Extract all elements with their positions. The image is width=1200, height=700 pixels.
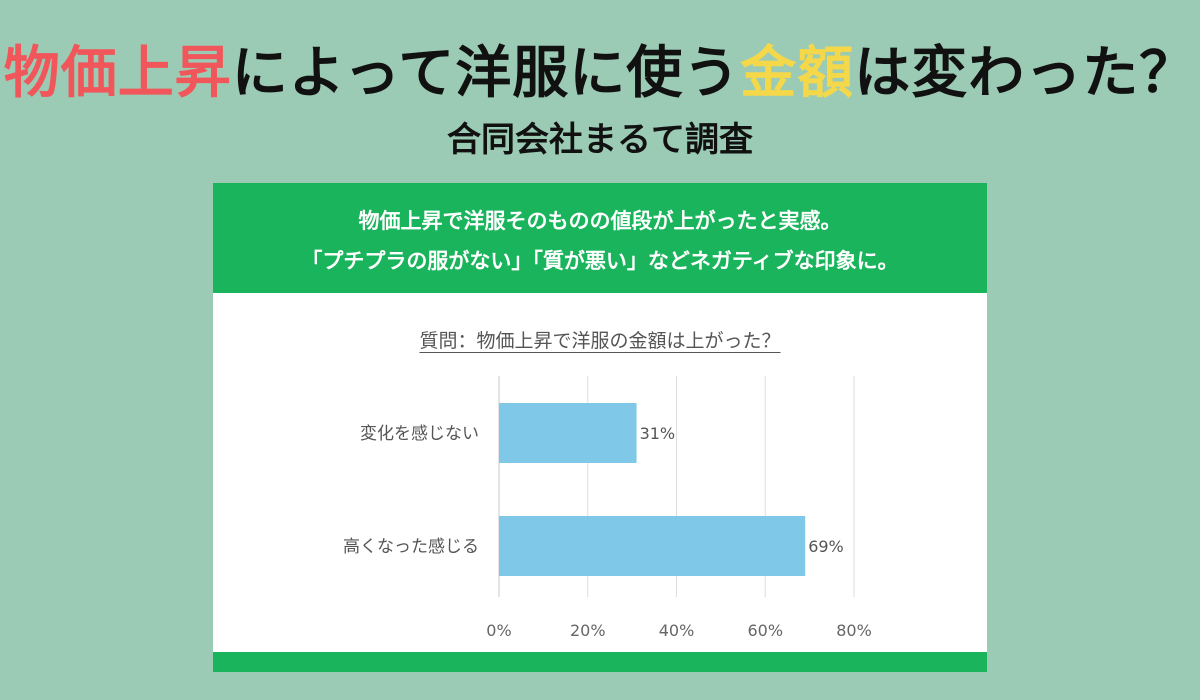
category-label: 変化を感じない (360, 424, 479, 444)
banner-line-2: 「プチプラの服がない」「質が悪い」などネガティブな印象に。 (301, 249, 899, 273)
headline: 物価上昇によって洋服に使う金額は変わった？ (0, 28, 1200, 109)
headline-part-3: 金額 (740, 41, 855, 106)
data-label: 69% (808, 537, 844, 556)
x-tick-label: 60% (747, 621, 783, 640)
x-tick-label: 20% (570, 621, 606, 640)
category-label: 高くなった感じる (343, 537, 479, 557)
summary-banner: 物価上昇で洋服そのものの値段が上がったと実感。 「プチプラの服がない」「質が悪い… (213, 183, 987, 293)
bar-1 (499, 516, 806, 576)
bar-0 (499, 403, 637, 463)
survey-card: 物価上昇で洋服そのものの値段が上がったと実感。 「プチプラの服がない」「質が悪い… (213, 183, 987, 672)
bars (499, 403, 806, 576)
subtitle: 合同会社まるて調査 (447, 120, 753, 160)
chart-title-text: 質問：物価上昇で洋服の金額は上がった？ (419, 330, 781, 352)
data-label: 31% (640, 424, 676, 443)
labels: 0% 20% 40% 60% 80% 変化を感じない 31% 高くなった感じる 69% (343, 424, 872, 640)
headline-part-4: は変わった？ (854, 41, 1197, 106)
headline-part-1: 物価上昇 (3, 41, 232, 106)
banner-line-1: 物価上昇で洋服そのものの値段が上がったと実感。 (358, 209, 842, 233)
headline-part-2: によって洋服に使う (231, 41, 741, 106)
x-tick-label: 40% (659, 621, 695, 640)
x-tick-label: 80% (836, 621, 872, 640)
x-tick-label: 0% (486, 621, 511, 640)
bar-chart: 0% 20% 40% 60% 80% 変化を感じない 31% 高くなった感じる 69% (343, 376, 872, 640)
bottom-stripe (213, 652, 987, 672)
chart-title: 質問：物価上昇で洋服の金額は上がった？ (213, 326, 987, 353)
